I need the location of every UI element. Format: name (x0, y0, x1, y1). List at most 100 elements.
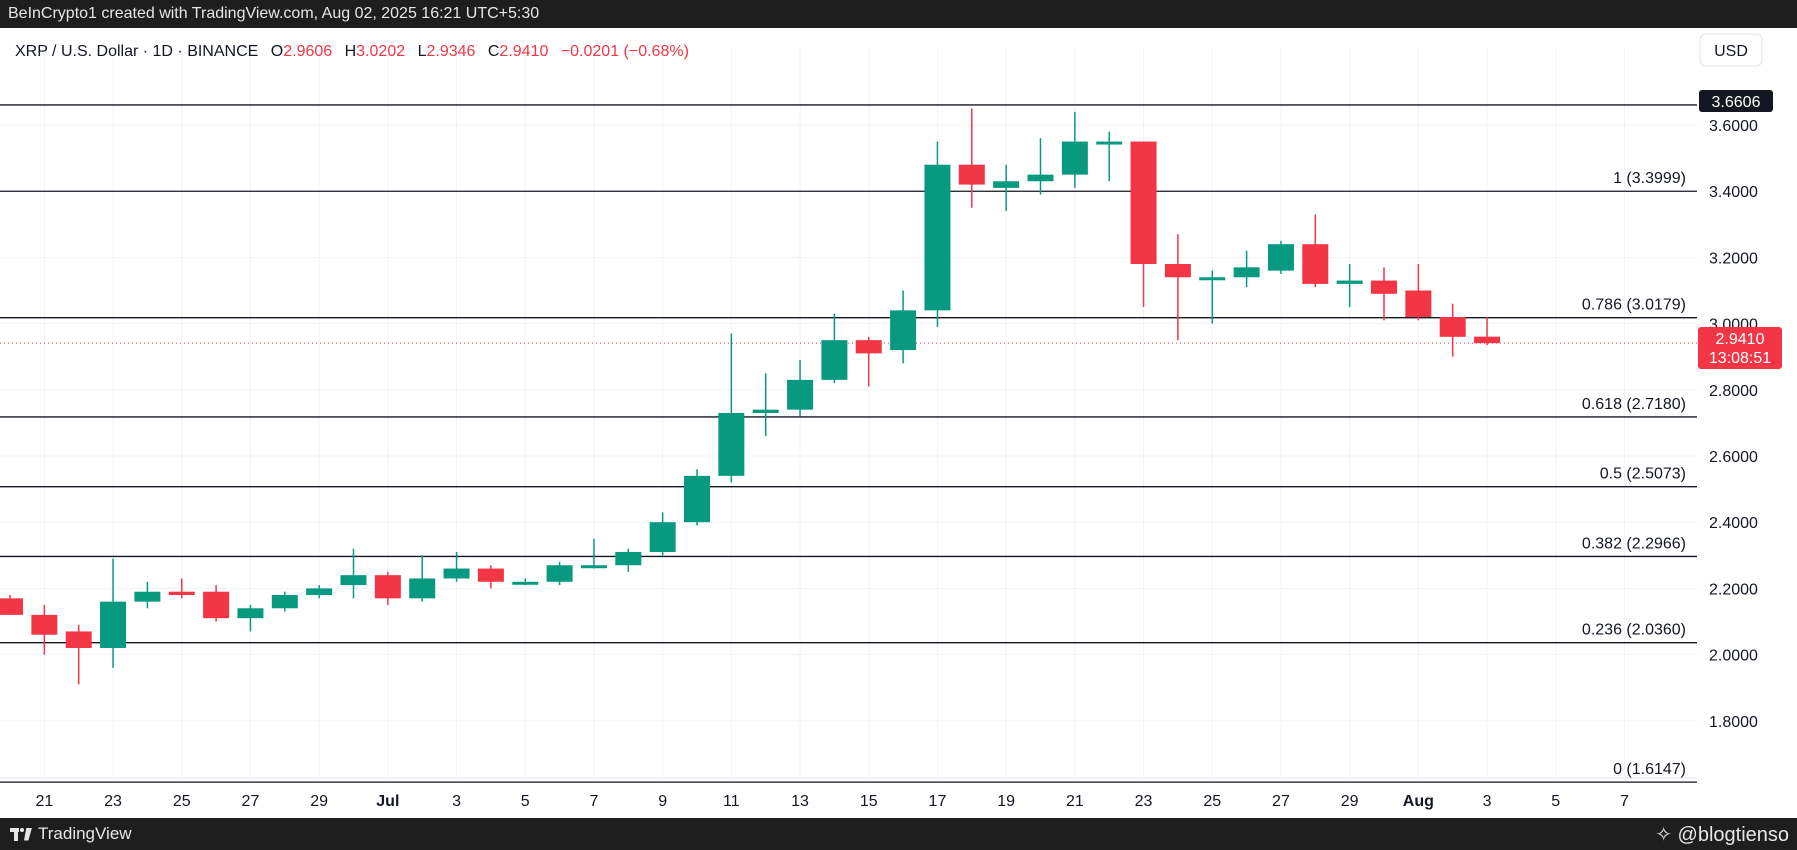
candle[interactable] (924, 141, 951, 327)
candle-body (752, 409, 779, 413)
legend-open-value: 2.9606 (283, 43, 332, 60)
candle-body (1302, 244, 1329, 284)
candle[interactable] (340, 548, 367, 599)
price-tick-label: 3.6000 (1709, 118, 1758, 135)
time-tick-label: 5 (521, 793, 530, 810)
candle-body (1474, 336, 1501, 344)
candle-body (65, 631, 92, 648)
time-tick-label: 7 (1620, 793, 1629, 810)
time-tick-label: 19 (997, 793, 1015, 810)
candle[interactable] (684, 469, 710, 526)
candle[interactable] (1061, 111, 1088, 188)
candle[interactable] (168, 578, 195, 599)
fib-label: 0.786 (3.0179) (1582, 297, 1686, 314)
candle[interactable] (1267, 240, 1294, 274)
candle[interactable] (1474, 316, 1501, 346)
candle[interactable] (1096, 131, 1123, 182)
candle[interactable] (718, 333, 745, 483)
time-axis: 21 23 25 27 29 Jul 3 5 7 9 11 13 15 17 19 21 23 25 27 29 Aug… (35, 793, 1629, 810)
fib-label: 0.382 (2.2966) (1582, 535, 1686, 552)
candle-body (821, 340, 848, 380)
candle[interactable] (1164, 234, 1191, 341)
time-tick-label: 3 (452, 793, 461, 810)
currency-button[interactable] (1699, 33, 1763, 67)
candlestick-chart[interactable]: 1 (3.3999) 0.786 (3.0179) 0.618 (2.7180) 0.… (0, 28, 1797, 818)
candle[interactable] (890, 290, 917, 364)
candle[interactable] (1371, 267, 1397, 321)
candle[interactable] (65, 624, 92, 685)
candle[interactable] (993, 164, 1020, 212)
legend-high-value: 3.0202 (356, 43, 405, 60)
candle[interactable] (546, 561, 573, 586)
candle[interactable] (958, 108, 985, 208)
candle[interactable] (100, 558, 127, 668)
candle[interactable] (752, 373, 779, 437)
time-tick-label: 25 (1203, 793, 1221, 810)
candle-body (1405, 290, 1432, 317)
candle[interactable] (203, 585, 230, 622)
candle[interactable] (271, 591, 298, 612)
chart-panel[interactable]: 1 (3.3999) 0.786 (3.0179) 0.618 (2.7180) 0.… (0, 28, 1797, 818)
fib-label: 0.236 (2.0360) (1582, 622, 1686, 639)
legend-symbol: XRP / U.S. Dollar · 1D · BINANCE (15, 43, 258, 60)
candle-body (615, 551, 642, 566)
candle[interactable] (1027, 138, 1054, 195)
time-tick-label: 29 (310, 793, 328, 810)
candle[interactable] (512, 578, 539, 586)
candle-body (1439, 316, 1466, 337)
candle[interactable] (409, 555, 436, 602)
current-price-value: 2.9410 (1716, 331, 1765, 348)
candle[interactable] (1302, 214, 1329, 288)
tradingview-logo[interactable]: TradingView (10, 824, 132, 844)
candle[interactable] (374, 571, 401, 605)
candle-body (134, 591, 161, 602)
candle[interactable] (1336, 264, 1363, 308)
candle-body (409, 578, 436, 599)
candle[interactable] (787, 360, 814, 417)
candle-body (890, 310, 917, 351)
creator-text: BeInCrypto1 created with TradingView.com… (8, 5, 540, 22)
price-axis: 1.80002.00002.20002.40002.60002.80003.00… (1709, 118, 1758, 731)
candle-body (1130, 141, 1157, 265)
time-tick-label: 27 (1272, 793, 1290, 810)
candle[interactable] (1233, 250, 1260, 288)
candle-body (546, 565, 573, 582)
candle[interactable] (237, 604, 264, 632)
candle[interactable] (0, 595, 23, 615)
candle-body (958, 164, 985, 185)
currency-button-label: USD (1714, 43, 1748, 60)
candle-body (1336, 280, 1363, 284)
candles-layer (0, 108, 1501, 685)
candle[interactable] (134, 581, 161, 609)
fib-label: 0 (1.6147) (1613, 761, 1686, 778)
candle[interactable] (1439, 303, 1466, 357)
grid-layer (0, 48, 1697, 778)
candle-body (855, 340, 882, 354)
time-tick-label: 11 (723, 793, 740, 810)
legend-line: XRP / U.S. Dollar · 1D · BINANCE O2.9606… (15, 43, 689, 60)
footer-bar: TradingView ✧ @blogtienso (0, 818, 1797, 850)
candle[interactable] (1405, 264, 1432, 321)
candle[interactable] (306, 585, 333, 599)
candle-body (512, 581, 539, 585)
price-tick-label: 2.2000 (1709, 581, 1758, 598)
candle[interactable] (1199, 270, 1226, 324)
candle[interactable] (1130, 141, 1157, 308)
candle-body (718, 412, 745, 476)
candle[interactable] (649, 512, 676, 556)
candle-body (684, 475, 710, 523)
candle[interactable] (855, 336, 882, 387)
candle[interactable] (821, 313, 848, 384)
price-tick-label: 3.4000 (1709, 184, 1758, 201)
candle[interactable] (31, 604, 58, 655)
legend-high-label: H (345, 43, 357, 60)
candle[interactable] (615, 548, 642, 572)
candle[interactable] (443, 551, 470, 582)
fib-label: 0.618 (2.7180) (1582, 396, 1686, 413)
attribution-bar: BeInCrypto1 created with TradingView.com… (0, 0, 1797, 28)
candle[interactable] (477, 565, 504, 589)
time-tick-label: 15 (860, 793, 878, 810)
candle-body (1371, 280, 1397, 294)
time-tick-label: 23 (104, 793, 122, 810)
candle[interactable] (580, 538, 607, 569)
